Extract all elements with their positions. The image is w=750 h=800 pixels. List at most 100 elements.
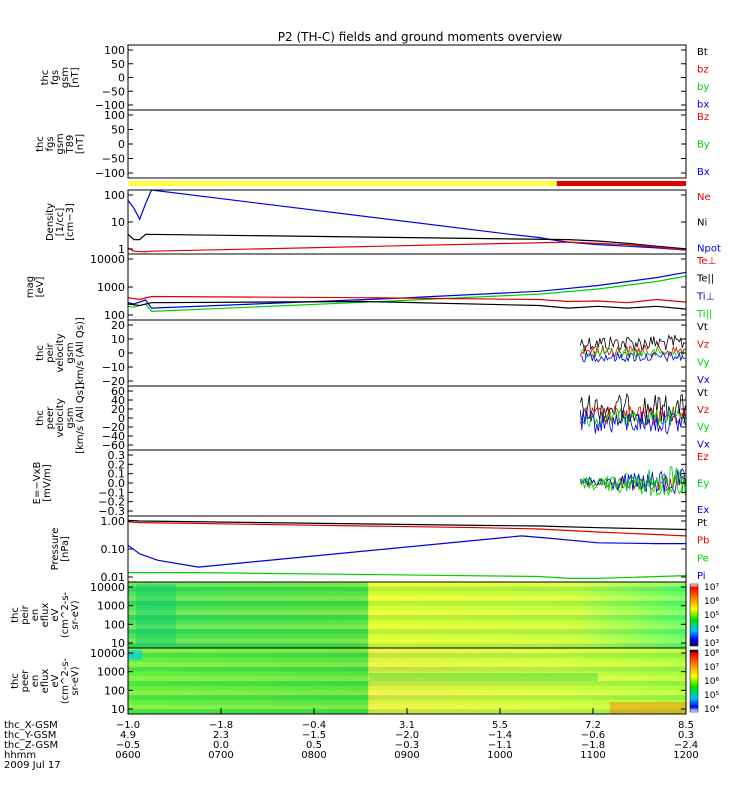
y-axis-label-line: Pressure [50, 528, 61, 571]
spectrogram-band [128, 605, 686, 611]
y-axis-label-line: fgs [50, 70, 61, 85]
x-row-value: −1.4 [488, 730, 512, 741]
panel-10: 10⁷ 10⁶ 10⁵ 10⁴ 10³ 10000 1000 100 10 thc peir en ef… [10, 581, 719, 650]
flag-bar-red [556, 181, 686, 186]
spectrogram [128, 582, 686, 648]
x-row-value: −1.1 [488, 740, 512, 751]
series-red [127, 521, 687, 537]
y-axis-label-line: sr-eV) [70, 666, 81, 695]
y-tick-label: 0 [118, 138, 125, 151]
y-axis-label: thc peer en eflux eV (cm^2-s-sr-eV) [10, 657, 81, 704]
y-tick-label: 100 [104, 189, 125, 202]
y-axis-label: mag [eV] [25, 276, 46, 298]
x-row-value: 1000 [487, 750, 512, 761]
y-tick-label: 0.3 [108, 449, 126, 462]
y-tick-label: 100 [104, 618, 125, 631]
legend-ni: Ni [697, 218, 707, 229]
spectrogram-band [128, 652, 686, 658]
flag-bar-yellow [128, 181, 557, 186]
y-axis-label-line: thc [35, 345, 46, 361]
y-tick-label: 10 [111, 703, 125, 716]
y-axis-label-line: peir [45, 342, 56, 362]
legend-bx: bx [697, 99, 709, 110]
y-axis-label-line: (cm^2-s- [60, 591, 71, 638]
y-tick-label: 0 [118, 412, 125, 425]
colorbar-tick-label: 10⁵ [704, 611, 719, 621]
y-axis-label-line: thc [35, 410, 46, 426]
noise-blue [579, 410, 686, 435]
spectrogram-band [128, 676, 686, 681]
spectrogram-band [128, 685, 686, 691]
colorbar-tick-label: 10⁶ [704, 677, 719, 687]
x-row-value: 0600 [115, 750, 140, 761]
y-axis-label: Density [1/cc] [cm−3] [45, 203, 76, 241]
y-axis-label-line: sr-eV) [70, 600, 81, 629]
y-axis-label-line: mag [25, 276, 36, 298]
y-tick-label: 10000 [90, 581, 125, 594]
x-row-value: 3.1 [399, 720, 415, 731]
x-row-value: −0.6 [581, 730, 605, 741]
y-tick-label: 60 [111, 385, 125, 398]
x-row-value: 2.3 [213, 730, 229, 741]
spectrogram-band [128, 638, 686, 644]
x-axis-labels: thc_X-GSM −1.0 −1.8 −0.4 3.1 5.5 7.2 8.5 thc_Y-G… [4, 708, 699, 771]
series-blue [127, 189, 687, 251]
spectrogram-band [128, 615, 686, 620]
y-axis-label-line: [nT] [70, 67, 81, 87]
x-row-label: thc_Z-GSM [4, 740, 58, 751]
y-axis-label: Pressure [nPa] [50, 528, 71, 571]
x-row-value: 0900 [394, 750, 419, 761]
colorbar-tick-label: 10⁵ [704, 691, 719, 701]
legend-vy: Vy [697, 357, 710, 368]
y-axis-label-line: [nPa] [60, 536, 71, 562]
y-axis-label-line: [nT] [75, 134, 86, 154]
y-tick-label: 1000 [97, 666, 125, 679]
noise-green [579, 407, 686, 428]
series-black [127, 233, 687, 250]
spectrogram-band [128, 699, 686, 705]
panel-3 [128, 181, 686, 186]
x-row-label: thc_X-GSM [4, 720, 58, 731]
legend-vx: Vx [697, 375, 710, 386]
panel-8: 0.30.20.10.0−0.1−0.2−0.3 E=−VxB [mV/m] Ez Ey… [32, 449, 709, 518]
y-axis-label-line: (cm^2-s- [60, 657, 71, 704]
y-axis-label-line: E=−VxB [32, 462, 43, 505]
spectrogram-patch [368, 673, 598, 681]
x-date-label: 2009 Jul 17 [4, 760, 61, 771]
legend-bz: bz [697, 64, 709, 75]
panel-frame [127, 253, 687, 321]
x-row-value: 0800 [301, 750, 326, 761]
y-tick-label: −0.3 [98, 505, 125, 518]
legend-vz: Vz [697, 340, 709, 351]
panel-frame [127, 44, 687, 111]
x-row-value: 0.5 [306, 740, 322, 751]
series-black [127, 300, 687, 310]
x-row-value: −0.4 [302, 720, 326, 731]
legend-pi: Pi [697, 571, 706, 582]
x-row-label: thc_Y-GSM [4, 730, 56, 741]
y-tick-label: 0.0 [108, 477, 126, 490]
spectrogram-band [128, 690, 686, 696]
y-tick-label: 10000 [90, 253, 125, 266]
y-axis-label-line: eV [50, 674, 61, 687]
x-row-label: hhmm [4, 750, 36, 761]
spectrogram-band [128, 591, 686, 597]
colorbar-tick-label: 10⁷ [704, 583, 719, 593]
noise-blue [580, 350, 686, 363]
y-tick-label: 100 [104, 309, 125, 322]
spectrogram-band [128, 648, 686, 653]
y-axis-label-line: eflux [40, 669, 51, 694]
noise-black [579, 334, 686, 353]
spectrogram-band [128, 671, 686, 677]
y-tick-label: 1000 [97, 281, 125, 294]
y-tick-label: 0.01 [101, 571, 126, 584]
y-axis-label-line: Density [45, 203, 56, 241]
y-tick-label: −10 [102, 361, 125, 374]
y-tick-label: −50 [102, 85, 125, 98]
colorbar-tick-label: 10⁴ [704, 625, 719, 635]
y-axis-label: thc fgs gsm T89 [nT] [35, 133, 86, 154]
y-axis-label-line: velocity [55, 333, 66, 372]
legend-bt: Bt [697, 47, 708, 58]
y-tick-label: −50 [102, 153, 125, 166]
